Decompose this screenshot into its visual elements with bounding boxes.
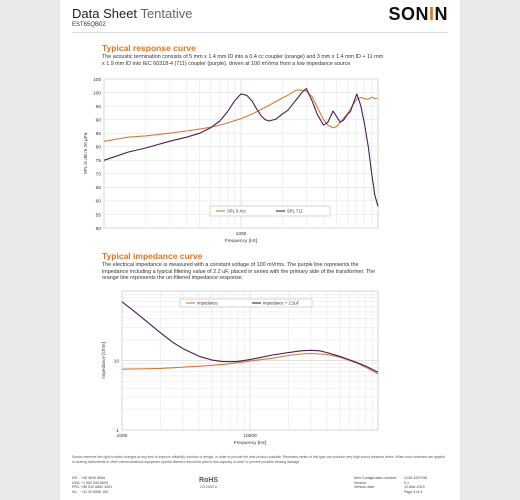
x-axis-label: Frequency [Hz] xyxy=(225,238,258,244)
legend-label: SPL 711 xyxy=(287,209,303,214)
contact-row: USA:+1 952 943 6500 xyxy=(72,480,109,485)
contact-row: NL: +31 20 6066 100 xyxy=(72,489,109,494)
contact-row: DK: +45 4630 6666 xyxy=(72,476,106,480)
y-tick-label: 95 xyxy=(96,104,102,110)
x-tick-label: 10000 xyxy=(243,433,257,439)
y-tick-label: 55 xyxy=(96,212,102,218)
legend-box xyxy=(179,298,313,308)
x-axis-label: Frequency [Hz] xyxy=(234,440,267,446)
series-line xyxy=(121,301,379,373)
legend-label: SPL 0.4cc xyxy=(227,209,246,214)
meta-row: Item Configuration number: 2136-3207346 xyxy=(354,476,428,480)
meta-row: Page 4 of 4 xyxy=(404,489,423,494)
response-section-description: The acoustic termination consists of 5 m… xyxy=(102,54,384,67)
y-tick-label: 10 xyxy=(114,358,120,364)
charts-canvas: 105100959085807570656055501000Frequency … xyxy=(83,77,379,446)
header-divider xyxy=(72,32,448,33)
datasheet-page: Data Sheet Tentative EST65QB02 SONIN Typ… xyxy=(60,0,460,500)
y-tick-label: 90 xyxy=(96,117,102,123)
y-tick-label: 85 xyxy=(96,131,102,137)
y-tick-label: 70 xyxy=(96,172,102,178)
y-tick-label: 80 xyxy=(96,145,102,151)
impedance-section-description: The electrical impedance is measured wit… xyxy=(102,262,376,282)
product-code: EST65QB02 xyxy=(72,22,106,28)
meta-row: Version: 0.1 xyxy=(354,480,409,485)
legend-label: Impedance xyxy=(197,301,218,306)
x-tick-label: 1000 xyxy=(117,433,128,439)
y-axis-label: SPL in dB re 20 µPa xyxy=(83,132,88,174)
y-axis-label: Impedance [Ohm] xyxy=(101,342,106,379)
y-tick-label: 75 xyxy=(96,158,102,164)
y-tick-label: 105 xyxy=(93,77,101,83)
legend-label: Impedance + 2.2uF xyxy=(263,301,300,306)
title-status: Tentative xyxy=(140,6,193,21)
legend-box xyxy=(209,205,331,217)
title-main: Data Sheet xyxy=(72,6,138,21)
document-meta: Item Configuration number: 2136-3207346 V… xyxy=(354,476,427,494)
y-tick-label: 1 xyxy=(116,428,119,434)
footer-disclaimer: Sonion reserves the right to make change… xyxy=(72,455,445,464)
rohs-badge: RoHS 2011/65/EU xyxy=(199,477,219,489)
y-tick-label: 50 xyxy=(96,226,102,232)
y-tick-label: 100 xyxy=(93,90,101,96)
series-line xyxy=(121,352,379,375)
contact-list: DK: +45 4630 6666 USA:+1 952 943 6500 PRC… xyxy=(72,476,112,494)
document-title: Data Sheet Tentative xyxy=(72,6,192,21)
sonion-logo: SONIN xyxy=(388,4,448,24)
series-line xyxy=(103,87,379,207)
impedance-section-title: Typical impedance curve xyxy=(102,251,203,261)
y-tick-label: 65 xyxy=(96,185,102,191)
response-section-title: Typical response curve xyxy=(102,43,196,53)
y-tick-label: 60 xyxy=(96,199,102,205)
contact-row: PRC:+86 512 6662 3401 xyxy=(72,485,113,490)
x-tick-label: 1000 xyxy=(236,231,247,237)
meta-row: Version date: 12-Mar-2019 xyxy=(354,485,425,490)
